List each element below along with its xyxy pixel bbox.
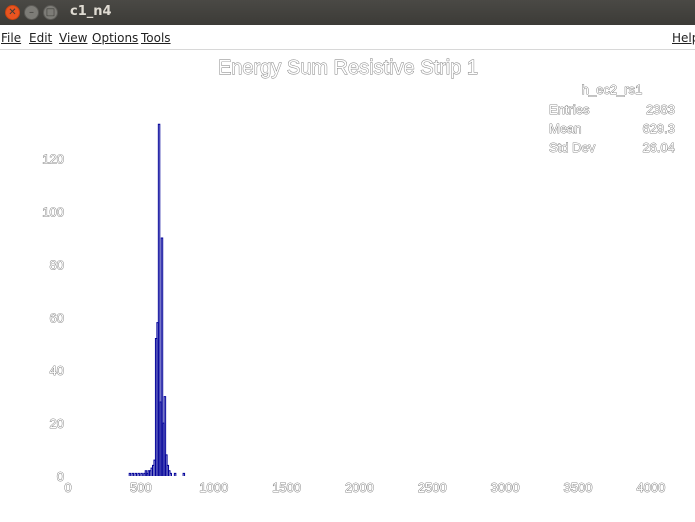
y-tick-label: 20	[50, 416, 64, 431]
y-tick-label: 40	[50, 363, 64, 378]
y-axis: 0 20 40 60 80 100 120	[42, 151, 65, 484]
y-tick-label: 100	[42, 205, 64, 220]
maximize-icon: □	[45, 6, 56, 18]
x-tick-label: 3500	[564, 480, 593, 495]
menu-file[interactable]: File	[1, 31, 22, 45]
histogram-bin	[137, 472, 140, 476]
histogram-bin	[163, 396, 167, 476]
window-title: c1_n4	[70, 4, 112, 19]
maximize-button[interactable]: □	[43, 5, 58, 20]
stats-value: 2383	[646, 102, 675, 117]
histogram-bin	[131, 472, 135, 476]
menu-options[interactable]: Options	[92, 31, 139, 45]
histogram-bin	[140, 472, 143, 476]
menu-bar: File Edit View Options Tools Help	[0, 25, 695, 50]
x-tick-label: 2000	[345, 480, 374, 495]
menu-help[interactable]: Help	[672, 31, 695, 45]
close-icon: ✕	[8, 6, 17, 18]
x-tick-label: 1500	[272, 480, 301, 495]
y-tick-label: 60	[50, 310, 64, 325]
stats-box: h_ec2_rs1 Entries 2383 Mean 629.3 Std Dev 26.…	[549, 82, 676, 156]
stats-name: h_ec2_rs1	[582, 82, 643, 97]
stats-value: 26.04	[642, 140, 675, 155]
histogram-bin	[160, 237, 164, 476]
histogram-canvas[interactable]: Energy Sum Resistive Strip 1 h_ec2_rs1 E…	[0, 49, 695, 522]
stats-value: 629.3	[642, 121, 675, 136]
histogram-bin	[157, 123, 161, 476]
minimize-button[interactable]: –	[24, 5, 39, 20]
x-tick-label: 0	[64, 480, 71, 495]
histogram-bin	[134, 472, 137, 476]
x-tick-label: 1000	[199, 480, 228, 495]
x-tick-label: 4000	[636, 480, 665, 495]
y-tick-label: 120	[42, 152, 64, 167]
minimize-icon: –	[29, 6, 34, 18]
menu-view[interactable]: View	[59, 31, 88, 45]
x-tick-label: 2500	[418, 480, 447, 495]
title-bar: ✕ – □ c1_n4	[0, 0, 695, 25]
chart-title: Energy Sum Resistive Strip 1	[218, 57, 478, 79]
x-tick-label: 500	[130, 480, 152, 495]
stats-label: Entries	[549, 102, 590, 117]
menu-tools[interactable]: Tools	[141, 31, 171, 45]
menu-edit[interactable]: Edit	[29, 31, 53, 45]
histogram-bin	[169, 472, 172, 476]
stats-label: Std Dev	[549, 140, 596, 155]
stats-label: Mean	[549, 121, 582, 136]
close-button[interactable]: ✕	[5, 5, 20, 20]
y-tick-label: 80	[50, 257, 64, 272]
histogram-bars	[128, 123, 186, 476]
x-axis: 0 500 1000 1500 2000 2500 3000 3500 4000	[64, 480, 666, 496]
histogram-bin	[182, 472, 186, 476]
x-tick-label: 3000	[491, 480, 520, 495]
histogram-bin	[128, 472, 132, 476]
histogram-bin	[173, 472, 177, 476]
y-tick-label: 0	[57, 469, 64, 484]
